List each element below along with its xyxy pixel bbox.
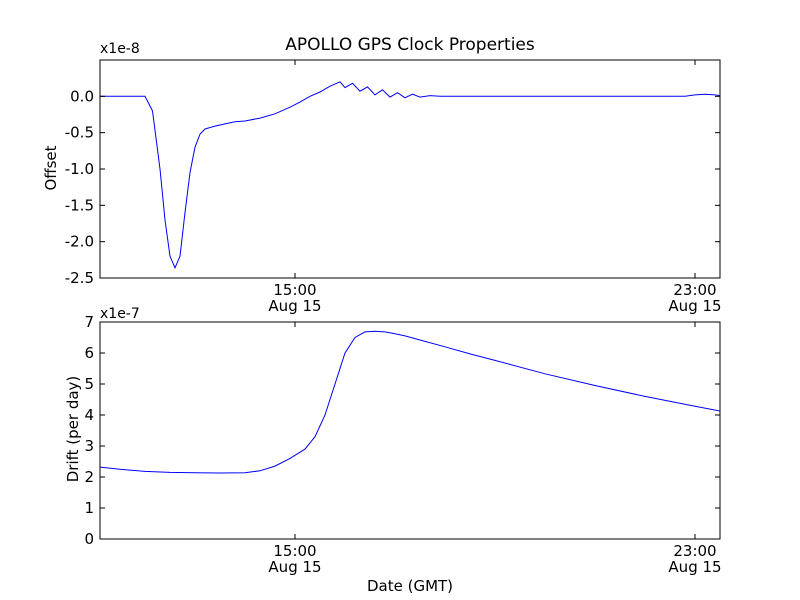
drift-x-tick-date-0: Aug 15 — [268, 558, 321, 576]
drift-axes-frame — [99, 321, 721, 540]
drift-y-tick-label-6: 6 — [84, 344, 94, 362]
drift-y-tick-label-0: 0 — [84, 530, 94, 548]
offset-y-tick-label-4: -2.0 — [65, 233, 94, 251]
drift-y-tick-label-7: 7 — [84, 313, 94, 331]
drift-series-line-0 — [100, 330, 720, 474]
drift-x-axis-label: Date (GMT) — [367, 577, 453, 595]
offset-series-line-0 — [100, 81, 720, 270]
drift-y-tick-label-1: 1 — [84, 499, 94, 517]
drift-y-axis-label: Drift (per day) — [64, 376, 82, 483]
drift-y-tick-label-5: 5 — [84, 375, 94, 393]
offset-y-axis-label: Offset — [42, 145, 60, 190]
drift-y-tick-label-3: 3 — [84, 437, 94, 455]
chart-title: APOLLO GPS Clock Properties — [285, 35, 535, 55]
offset-x-tick-label-0: 15:00 — [273, 281, 316, 299]
offset-x-tick-label-1: 23:00 — [673, 281, 716, 299]
drift-y-tick-label-2: 2 — [84, 468, 94, 486]
offset-y-tick-label-1: -0.5 — [65, 124, 94, 142]
drift-panel: x1e-7 Drift (per day) Date (GMT) 15:00Au… — [64, 306, 722, 595]
drift-x-tick-date-1: Aug 15 — [668, 558, 721, 576]
offset-y-tick-label-2: -1.0 — [65, 160, 94, 178]
drift-x-tick-label-0: 15:00 — [273, 542, 316, 560]
offset-x-tick-date-0: Aug 15 — [268, 297, 321, 315]
offset-y-tick-label-3: -1.5 — [65, 196, 94, 214]
offset-y-multiplier: x1e-8 — [100, 41, 140, 57]
offset-x-tick-date-1: Aug 15 — [668, 297, 721, 315]
drift-y-multiplier: x1e-7 — [100, 306, 140, 322]
offset-y-tick-label-5: -2.5 — [65, 269, 94, 287]
offset-y-tick-label-0: 0.0 — [70, 87, 94, 105]
drift-y-tick-label-4: 4 — [84, 406, 94, 424]
drift-x-tick-label-1: 23:00 — [673, 542, 716, 560]
